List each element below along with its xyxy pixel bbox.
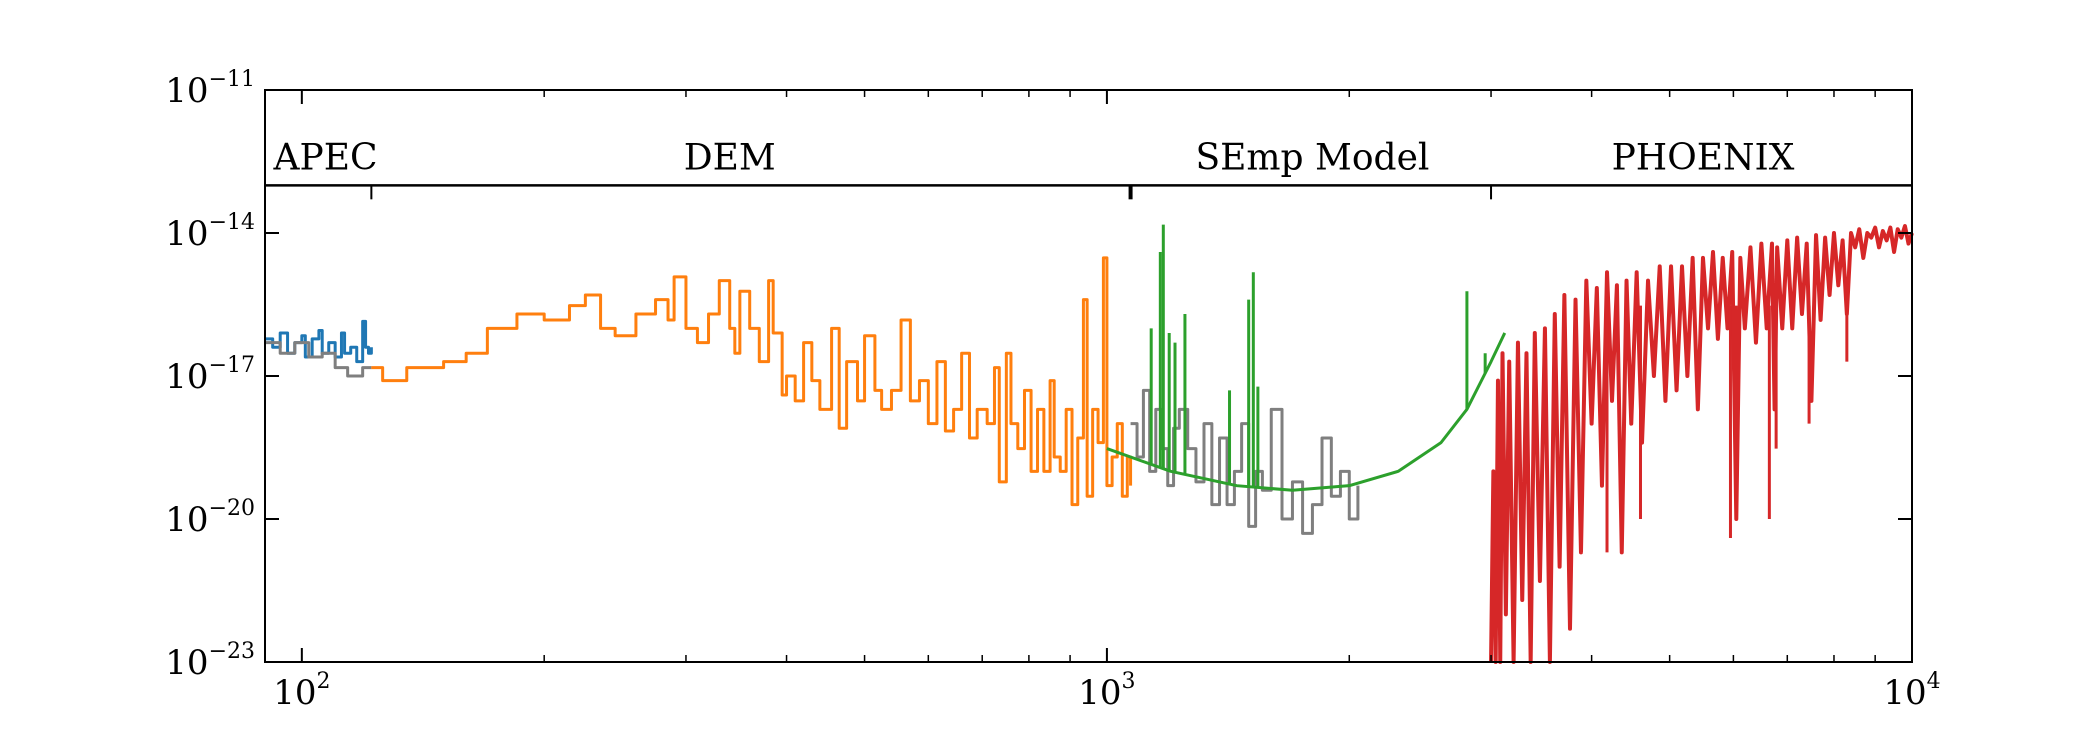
axis-ticks — [264, 89, 1913, 663]
series-4-line — [1106, 332, 1507, 492]
series-1-line — [265, 341, 372, 378]
region-labels: APEC DEM SEmp Model PHOENIX — [272, 137, 1794, 178]
series-2-line — [371, 256, 1133, 507]
series-6-line — [1489, 224, 1914, 664]
region-label-phoenix: PHOENIX — [1612, 137, 1795, 178]
region-label-semp-model: SEmp Model — [1195, 137, 1429, 178]
x-tick-label: 104 — [1883, 669, 1940, 713]
series-layer — [265, 224, 1914, 664]
x-tick-label: 103 — [1078, 669, 1135, 713]
y-tick-label: 10−17 — [165, 353, 255, 397]
y-tick-label: 10−14 — [165, 210, 255, 254]
y-tick-label: 10−20 — [165, 496, 255, 540]
y-tick-label: 10−23 — [165, 639, 255, 683]
region-label-apec: APEC — [272, 137, 377, 178]
y-tick-label: 10−11 — [165, 67, 255, 111]
x-tick-label: 102 — [273, 669, 330, 713]
region-label-dem: DEM — [684, 137, 776, 178]
axis-tick-labels: 102 103 104 10−23 10−20 10−17 10−14 10−11 — [165, 67, 1940, 713]
